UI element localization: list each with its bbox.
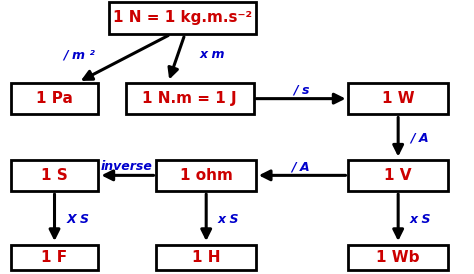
Text: 1 Wb: 1 Wb <box>376 250 420 265</box>
FancyBboxPatch shape <box>11 159 99 191</box>
FancyBboxPatch shape <box>126 83 254 115</box>
Text: / A: / A <box>410 132 428 145</box>
Text: 1 S: 1 S <box>41 168 68 183</box>
Text: / m ²: / m ² <box>63 48 95 61</box>
Text: X S: X S <box>66 213 90 226</box>
Text: 1 W: 1 W <box>382 91 414 106</box>
FancyBboxPatch shape <box>156 159 256 191</box>
Text: 1 H: 1 H <box>192 250 220 265</box>
Text: / s: / s <box>293 84 309 97</box>
Text: 1 Pa: 1 Pa <box>36 91 73 106</box>
Text: x m: x m <box>199 48 225 61</box>
Text: 1 N.m = 1 J: 1 N.m = 1 J <box>142 91 237 106</box>
FancyBboxPatch shape <box>348 159 448 191</box>
FancyBboxPatch shape <box>156 245 256 270</box>
FancyBboxPatch shape <box>348 245 448 270</box>
Text: / A: / A <box>292 161 310 174</box>
Text: 1 N = 1 kg.m.s⁻²: 1 N = 1 kg.m.s⁻² <box>113 10 252 25</box>
Text: x S: x S <box>409 213 430 226</box>
Text: x S: x S <box>217 213 238 226</box>
Text: 1 V: 1 V <box>384 168 412 183</box>
Text: inverse: inverse <box>101 160 153 173</box>
Text: 1 F: 1 F <box>41 250 68 265</box>
FancyBboxPatch shape <box>109 2 256 34</box>
FancyBboxPatch shape <box>11 245 99 270</box>
Text: 1 ohm: 1 ohm <box>180 168 233 183</box>
FancyBboxPatch shape <box>348 83 448 115</box>
FancyBboxPatch shape <box>11 83 99 115</box>
